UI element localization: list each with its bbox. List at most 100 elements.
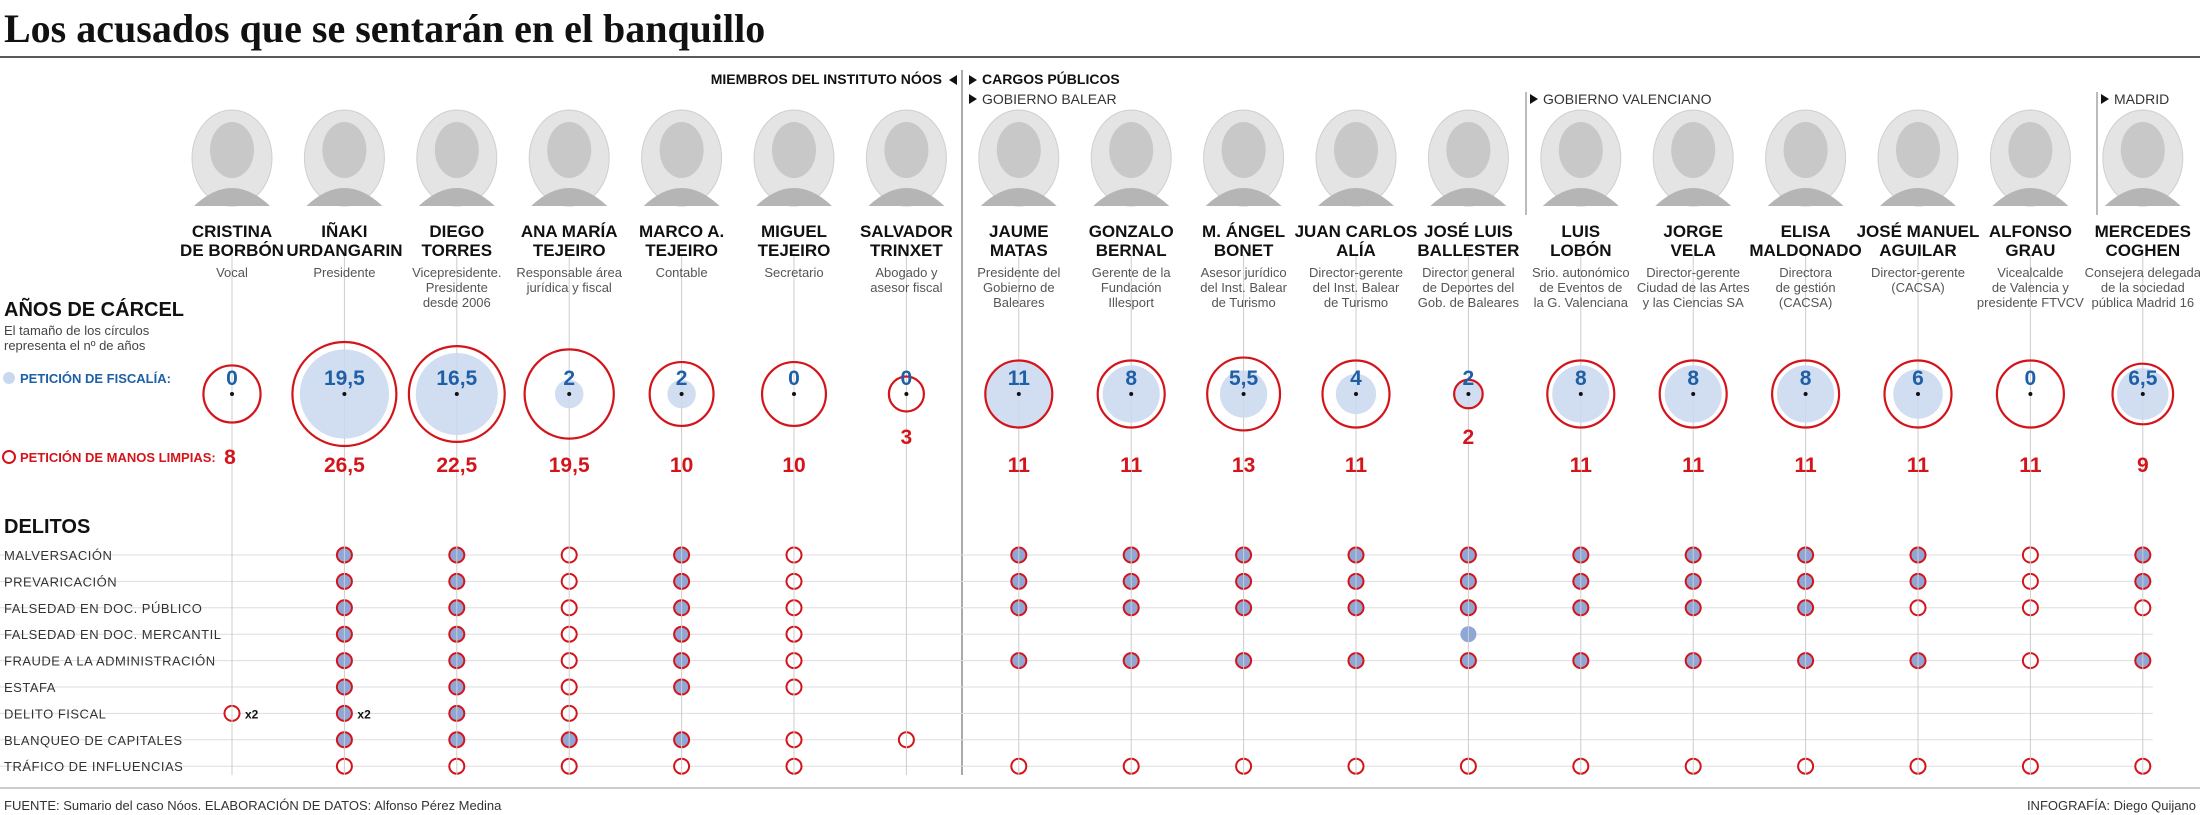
- person-role: y las Ciencias SA: [1643, 295, 1744, 310]
- fiscalia-value: 16,5: [436, 367, 477, 390]
- fiscalia-value: 8: [1575, 367, 1587, 390]
- manos-limpias-value: 10: [670, 454, 693, 477]
- person-role: Gob. de Baleares: [1418, 295, 1520, 310]
- manos-limpias-value: 11: [1570, 454, 1593, 477]
- person-name: MALDONADO: [1749, 241, 1861, 260]
- person-role: asesor fiscal: [870, 280, 942, 295]
- person-role: Ciudad de las Artes: [1637, 280, 1750, 295]
- portrait-face: [1671, 122, 1716, 178]
- person-role: Vicealcalde: [1997, 265, 2063, 280]
- person-role: Consejera delegada: [2085, 265, 2200, 280]
- arrow-right-icon: [969, 75, 977, 85]
- person-name: ALÍA: [1336, 241, 1376, 260]
- portrait-face: [2120, 122, 2165, 178]
- center-dot: [1241, 392, 1246, 396]
- person-role: Director-gerente: [1646, 265, 1740, 280]
- center-dot: [2140, 392, 2145, 396]
- section-crimes-title: DELITOS: [4, 516, 90, 538]
- manos-limpias-value: 2: [1463, 426, 1475, 449]
- person-role: desde 2006: [423, 295, 491, 310]
- manos-limpias-circle: [984, 359, 1054, 429]
- center-dot: [1578, 392, 1583, 396]
- manos-limpias-circle: [1206, 356, 1282, 432]
- person-role: Abogado y: [875, 265, 938, 280]
- section-years-note: representa el nº de años: [4, 338, 146, 353]
- manos-limpias-value: 11: [1345, 454, 1368, 477]
- manos-limpias-circle: [1321, 359, 1391, 429]
- person-role: Contable: [656, 265, 708, 280]
- person-role: Responsable área: [516, 265, 622, 280]
- manos-limpias-value: 8: [224, 446, 236, 469]
- person-name: TEJEIRO: [758, 241, 831, 260]
- manos-limpias-value: 11: [1682, 454, 1705, 477]
- person-role: de Deportes del: [1423, 280, 1515, 295]
- arrow-right-icon: [969, 94, 977, 104]
- manos-limpias-value: 11: [2019, 454, 2042, 477]
- footer-source: FUENTE: Sumario del caso Nóos. ELABORACI…: [4, 798, 502, 813]
- portrait-face: [1221, 122, 1266, 178]
- center-dot: [792, 392, 796, 396]
- fiscalia-value: 11: [1008, 367, 1031, 390]
- person-role: Directora: [1779, 265, 1833, 280]
- crime-label: TRÁFICO DE INFLUENCIAS: [4, 759, 183, 774]
- center-dot: [454, 392, 459, 396]
- portrait-shoulders: [1205, 188, 1282, 206]
- header-instituto: MIEMBROS DEL INSTITUTO NÓOS: [711, 70, 942, 87]
- header-valenciano: GOBIERNO VALENCIANO: [1543, 91, 1712, 107]
- person-role: del Inst. Balear: [1200, 280, 1287, 295]
- header-balear: GOBIERNO BALEAR: [982, 91, 1117, 107]
- portrait-shoulders: [1992, 188, 2069, 206]
- person-name: DIEGO: [429, 222, 484, 241]
- center-dot: [904, 392, 909, 396]
- portrait-shoulders: [306, 188, 383, 206]
- person-name: VELA: [1671, 241, 1716, 260]
- person-name: CRISTINA: [192, 222, 272, 241]
- person-name: LOBÓN: [1550, 241, 1611, 260]
- manos-limpias-value: 19,5: [549, 454, 590, 477]
- portrait-shoulders: [2104, 188, 2181, 206]
- manos-limpias-value: 11: [1794, 454, 1817, 477]
- fiscalia-value: 0: [901, 367, 913, 390]
- manos-limpias-value: 3: [901, 426, 913, 449]
- legend-manos-label: PETICIÓN DE MANOS LIMPIAS:: [20, 450, 216, 465]
- person-name: JAUME: [989, 222, 1049, 241]
- fiscalia-value: 2: [1463, 367, 1475, 390]
- legend-fiscalia-label: PETICIÓN DE FISCALÍA:: [20, 371, 171, 386]
- person-name: JORGE: [1663, 222, 1723, 241]
- manos-limpias-circle: [1883, 359, 1953, 429]
- person-role: Vicepresidente.: [412, 265, 501, 280]
- person-role: de Turismo: [1324, 295, 1388, 310]
- center-dot: [1691, 392, 1696, 396]
- portrait-face: [322, 122, 367, 178]
- person-role: jurídica y fiscal: [526, 280, 612, 295]
- fiscalia-value: 6,5: [2128, 367, 2158, 390]
- person-role: Presidente: [313, 265, 375, 280]
- header-cargos: CARGOS PÚBLICOS: [982, 70, 1120, 87]
- legend-fiscalia-swatch: [3, 372, 15, 384]
- manos-limpias-value: 11: [1008, 454, 1031, 477]
- person-column: MARCO A.TEJEIRO Contable 2 10: [639, 109, 724, 477]
- center-dot: [1916, 392, 1920, 396]
- person-role: Illesport: [1108, 295, 1154, 310]
- person-role: Secretario: [764, 265, 823, 280]
- person-role: Vocal: [216, 265, 248, 280]
- person-name: MARCO A.: [639, 222, 724, 241]
- manos-limpias-circle: [887, 375, 925, 413]
- person-role: presidente FTVCV: [1977, 295, 2084, 310]
- person-role: Fundación: [1101, 280, 1162, 295]
- person-role: de Eventos de: [1539, 280, 1622, 295]
- portrait-shoulders: [980, 188, 1057, 206]
- portrait-face: [1334, 122, 1378, 178]
- manos-limpias-value: 13: [1232, 454, 1255, 477]
- footer-credit: INFOGRAFÍA: Diego Quijano: [2027, 798, 2196, 813]
- crime-label: BLANQUEO DE CAPITALES: [4, 733, 183, 748]
- person-name: TRINXET: [870, 241, 943, 260]
- person-name: ELISA: [1781, 222, 1831, 241]
- crime-multiplier: x2: [245, 707, 259, 721]
